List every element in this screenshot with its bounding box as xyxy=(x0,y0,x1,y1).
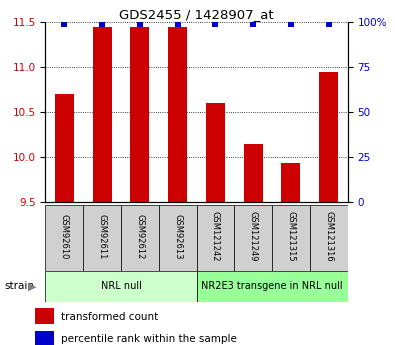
Bar xyxy=(234,205,272,271)
Bar xyxy=(272,205,310,271)
Bar xyxy=(197,271,348,302)
Point xyxy=(61,21,68,27)
Point xyxy=(99,21,105,27)
Text: GSM121242: GSM121242 xyxy=(211,211,220,262)
Point xyxy=(137,21,143,27)
Bar xyxy=(197,205,234,271)
Bar xyxy=(55,94,74,202)
Text: GSM121315: GSM121315 xyxy=(286,211,295,262)
Bar xyxy=(83,205,121,271)
Text: GSM121249: GSM121249 xyxy=(249,211,258,262)
Text: GSM121316: GSM121316 xyxy=(324,211,333,262)
Bar xyxy=(159,205,197,271)
Text: strain: strain xyxy=(4,282,34,291)
Bar xyxy=(121,205,159,271)
Bar xyxy=(130,27,149,202)
Title: GDS2455 / 1428907_at: GDS2455 / 1428907_at xyxy=(119,8,274,21)
Text: ▶: ▶ xyxy=(28,282,37,291)
Text: transformed count: transformed count xyxy=(61,312,158,322)
Bar xyxy=(35,331,54,345)
Point xyxy=(175,21,181,27)
Bar xyxy=(35,308,54,324)
Bar xyxy=(93,27,111,202)
Text: percentile rank within the sample: percentile rank within the sample xyxy=(61,334,237,344)
Point xyxy=(325,21,332,27)
Bar xyxy=(282,163,300,202)
Point xyxy=(288,21,294,27)
Bar xyxy=(168,27,187,202)
Bar xyxy=(310,205,348,271)
Text: NRL null: NRL null xyxy=(101,282,141,291)
Bar xyxy=(319,72,338,202)
Text: NR2E3 transgene in NRL null: NR2E3 transgene in NRL null xyxy=(201,282,343,291)
Point xyxy=(212,21,218,27)
Bar xyxy=(45,271,197,302)
Bar xyxy=(244,144,263,202)
Bar xyxy=(45,205,83,271)
Text: GSM92611: GSM92611 xyxy=(98,214,107,259)
Point xyxy=(250,21,256,27)
Text: GSM92612: GSM92612 xyxy=(135,214,144,259)
Text: GSM92613: GSM92613 xyxy=(173,214,182,259)
Text: GSM92610: GSM92610 xyxy=(60,214,69,259)
Bar xyxy=(206,103,225,202)
